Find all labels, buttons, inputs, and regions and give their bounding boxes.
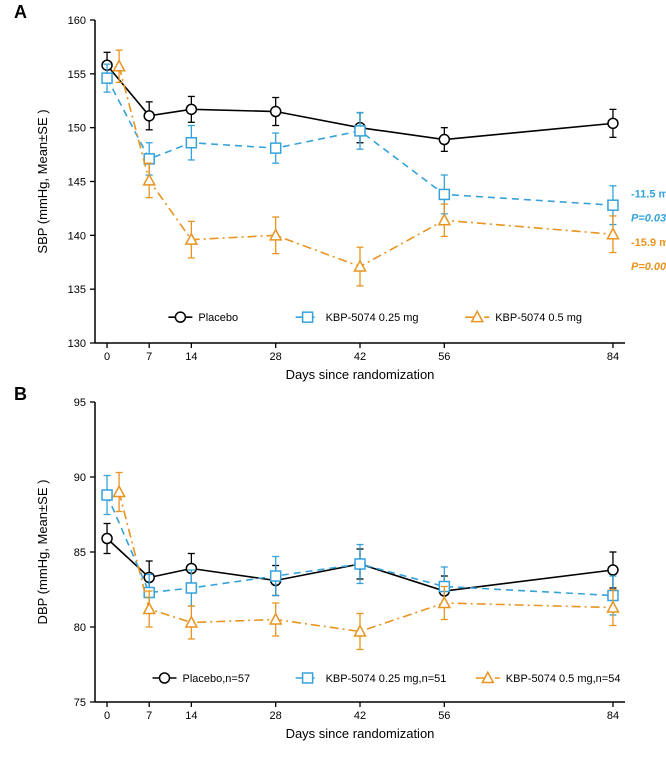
x-tick-label: 28: [270, 710, 282, 722]
series-marker-1: [186, 583, 196, 593]
chart-root: A130135140145150155160SBP (mmHg, Mean±SE…: [0, 0, 666, 757]
legend-marker: [303, 312, 313, 322]
x-tick-label: 14: [185, 710, 197, 722]
series-marker-2: [439, 597, 450, 607]
series-marker-2: [114, 61, 125, 71]
y-tick-label: 140: [68, 230, 86, 242]
series-marker-0: [144, 111, 154, 121]
series-marker-0: [186, 104, 196, 114]
annotation-3: P=0.0026: [631, 261, 666, 273]
series-marker-1: [102, 73, 112, 83]
x-tick-label: 84: [607, 351, 619, 363]
panel-label-B: B: [14, 384, 27, 404]
x-tick-label: 56: [438, 351, 450, 363]
x-axis-label: Days since randomization: [286, 726, 435, 741]
y-tick-label: 85: [74, 547, 86, 559]
series-line-2: [119, 492, 613, 632]
series-marker-1: [608, 200, 618, 210]
series-marker-1: [271, 571, 281, 581]
y-tick-label: 160: [68, 15, 86, 27]
series-marker-2: [144, 603, 155, 613]
series-marker-2: [439, 215, 450, 225]
legend-label: Placebo,n=57: [183, 673, 251, 685]
legend-label: KBP-5074 0.25 mg: [326, 312, 419, 324]
series-marker-1: [355, 559, 365, 569]
series-marker-2: [607, 602, 618, 612]
legend-marker: [160, 673, 170, 683]
annotation-2: -15.9 mmHg: [631, 237, 666, 249]
y-tick-label: 130: [68, 338, 86, 350]
legend-marker: [175, 312, 185, 322]
series-marker-1: [102, 490, 112, 500]
chart-svg: A130135140145150155160SBP (mmHg, Mean±SE…: [0, 0, 666, 757]
series-marker-1: [271, 143, 281, 153]
series-marker-2: [270, 230, 281, 240]
series-marker-0: [439, 135, 449, 145]
series-marker-1: [439, 189, 449, 199]
y-tick-label: 135: [68, 284, 86, 296]
x-tick-label: 0: [104, 710, 110, 722]
series-marker-2: [270, 614, 281, 624]
y-tick-label: 90: [74, 472, 86, 484]
y-tick-label: 145: [68, 177, 86, 189]
series-marker-0: [102, 534, 112, 544]
series-marker-0: [271, 107, 281, 117]
x-tick-label: 84: [607, 710, 619, 722]
series-marker-2: [186, 617, 197, 627]
x-tick-label: 28: [270, 351, 282, 363]
series-marker-0: [608, 118, 618, 128]
series-marker-2: [144, 175, 155, 185]
y-tick-label: 150: [68, 123, 86, 135]
y-tick-label: 155: [68, 69, 86, 81]
panel-B: B 75 80 85 90 95 DBP (mmHg, Mean±SE ) 0 7 14 28 42 5…: [14, 384, 625, 741]
y-axis-label: SBP (mmHg, Mean±SE ): [35, 109, 50, 253]
panel-A: A130135140145150155160SBP (mmHg, Mean±SE…: [14, 2, 666, 382]
x-tick-label: 42: [354, 710, 366, 722]
series-marker-0: [608, 565, 618, 575]
legend-marker: [303, 673, 313, 683]
x-tick-label: 14: [185, 351, 197, 363]
panel-label-A: A: [14, 2, 27, 22]
annotation-0: -11.5 mmHg: [631, 189, 666, 201]
legend-label: KBP-5074 0.5 mg,n=54: [506, 673, 621, 685]
x-tick-label: 0: [104, 351, 110, 363]
x-tick-label: 56: [438, 710, 450, 722]
x-axis-label: Days since randomization: [286, 367, 435, 382]
series-marker-1: [186, 138, 196, 148]
legend-label: KBP-5074 0.25 mg,n=51: [326, 673, 447, 685]
x-tick-label: 7: [146, 710, 152, 722]
series-marker-2: [114, 486, 125, 496]
legend-label: Placebo: [198, 312, 238, 324]
series-marker-1: [355, 126, 365, 136]
x-tick-label: 42: [354, 351, 366, 363]
y-tick-label: 95: [74, 397, 86, 409]
y-axis-label: DBP (mmHg, Mean±SE ): [35, 480, 50, 625]
annotation-1: P=0.0399: [631, 212, 666, 224]
legend-label: KBP-5074 0.5 mg: [495, 312, 582, 324]
y-tick-label: 75: [74, 697, 86, 709]
y-tick-label: 80: [74, 622, 86, 634]
series-marker-1: [144, 154, 154, 164]
series-marker-2: [607, 229, 618, 239]
x-tick-label: 7: [146, 351, 152, 363]
